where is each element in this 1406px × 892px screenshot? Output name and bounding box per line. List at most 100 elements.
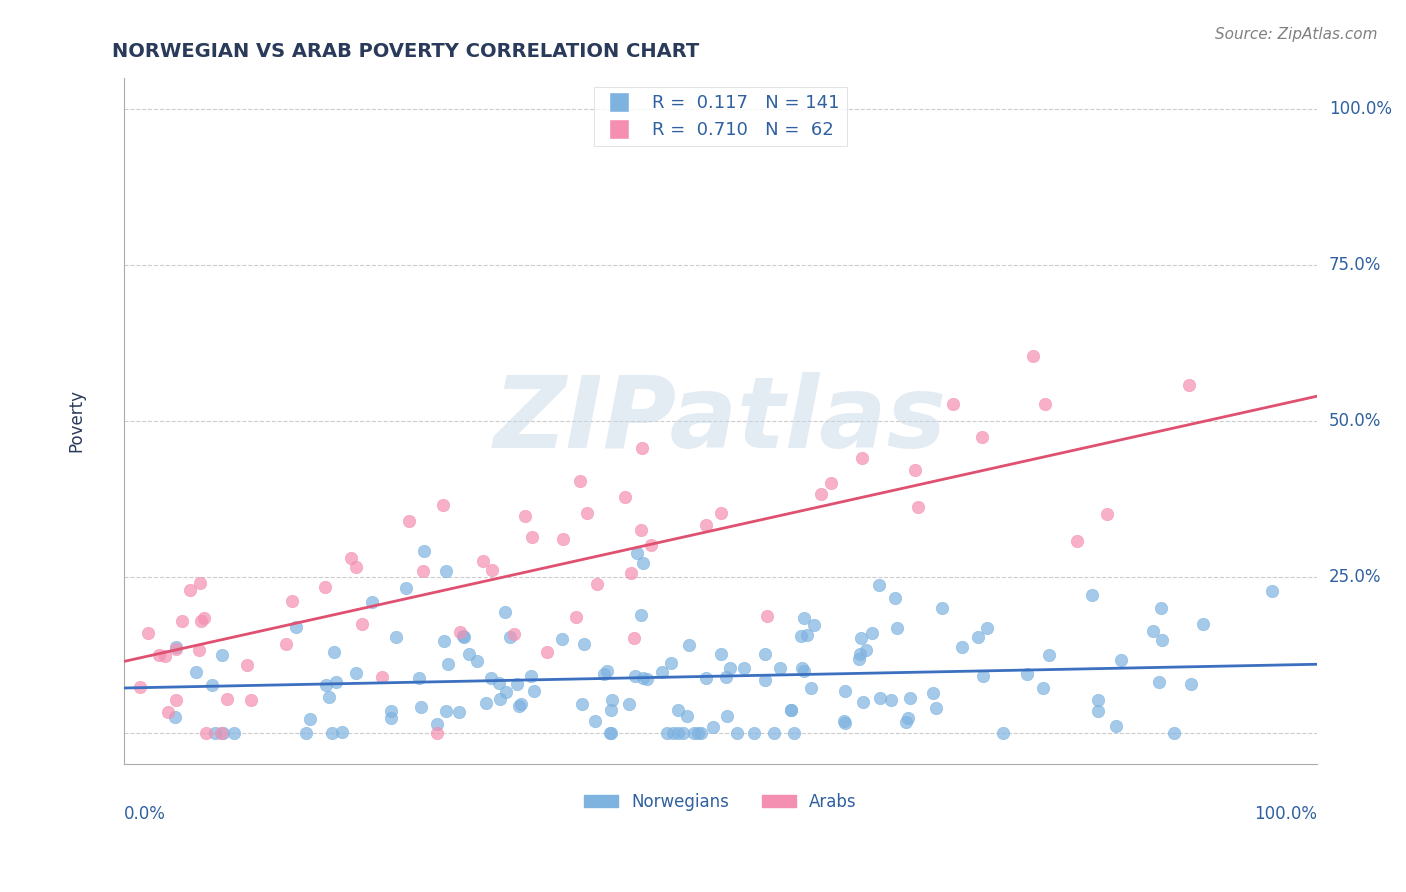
Point [678,638,700,652]
Point [756,609,779,624]
Point [509,697,531,711]
Point [437,657,460,672]
Text: 0.0%: 0.0% [124,805,166,823]
Point [849,631,872,645]
Point [239,693,262,707]
Point [1142,624,1164,639]
Point [494,605,516,619]
Point [1033,397,1056,411]
Point [344,665,367,680]
Point [600,703,623,717]
Point [513,508,536,523]
Point [565,610,588,624]
Point [1095,507,1118,521]
Point [880,693,903,707]
Text: ZIPatlas: ZIPatlas [494,373,948,469]
Text: Source: ZipAtlas.com: Source: ZipAtlas.com [1215,27,1378,42]
Point [179,582,201,597]
Point [1066,534,1088,549]
Point [851,695,873,709]
Point [489,692,512,706]
Point [793,611,815,625]
Point [600,693,623,707]
Point [281,594,304,608]
Point [727,726,749,740]
Point [571,698,593,712]
Point [465,655,488,669]
Point [520,669,543,683]
Point [434,564,457,578]
Point [1261,584,1284,599]
Point [330,724,353,739]
Text: 25.0%: 25.0% [1329,568,1382,586]
Point [769,660,792,674]
Point [1150,601,1173,615]
Point [860,625,883,640]
Point [1178,377,1201,392]
Point [676,709,699,723]
Point [426,726,449,740]
Point [599,726,621,740]
Point [942,396,965,410]
Point [1081,588,1104,602]
Point [868,578,890,592]
Point [274,637,297,651]
Point [636,672,658,686]
Point [718,661,741,675]
Point [683,726,706,740]
Point [211,648,233,662]
Point [904,463,927,477]
Legend: R =  0.117   N = 141, R =  0.710   N =  62: R = 0.117 N = 141, R = 0.710 N = 62 [595,87,846,146]
Point [630,607,652,622]
Point [165,640,187,654]
Point [569,475,592,489]
Point [1015,667,1038,681]
Point [695,671,717,685]
Point [803,618,825,632]
Point [886,621,908,635]
Point [188,642,211,657]
Point [869,691,891,706]
Point [790,629,813,643]
Point [572,637,595,651]
Point [976,621,998,635]
Text: 100.0%: 100.0% [1329,100,1392,118]
Point [780,703,803,717]
Point [716,708,738,723]
Point [194,726,217,740]
Point [481,563,503,577]
Point [321,726,343,740]
Point [631,556,654,570]
Point [157,705,180,719]
Point [425,717,447,731]
Text: 100.0%: 100.0% [1254,805,1317,823]
Point [128,681,150,695]
Point [783,726,806,740]
Point [950,640,973,655]
Point [170,614,193,628]
Point [834,715,856,730]
Point [212,726,235,740]
Point [626,546,648,560]
Point [796,628,818,642]
Point [834,684,856,698]
Point [340,550,363,565]
Point [458,647,481,661]
Point [710,647,733,661]
Point [855,642,877,657]
Point [780,703,803,717]
Point [395,581,418,595]
Point [503,627,526,641]
Point [165,641,187,656]
Point [790,661,813,675]
Point [614,490,637,504]
Point [413,544,436,558]
Point [640,538,662,552]
Point [686,726,709,740]
Point [593,667,616,681]
Point [631,671,654,685]
Point [523,683,546,698]
Point [1163,726,1185,740]
Point [659,657,682,671]
Point [193,611,215,625]
